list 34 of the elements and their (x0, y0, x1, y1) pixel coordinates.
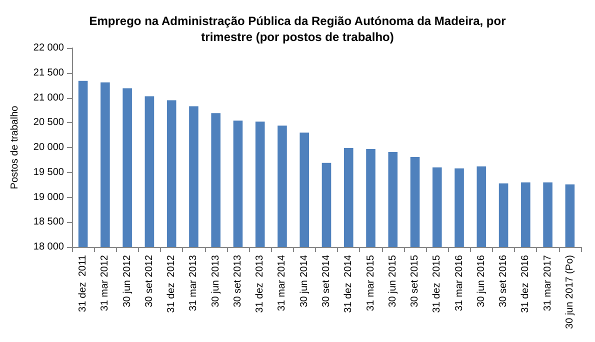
x-tick-label: 30 set 2013 (232, 254, 244, 308)
y-tick-label: 18 000 (33, 242, 64, 252)
x-tick-label: 30 jun 2017 (Po) (564, 255, 576, 329)
x-tick-label: 31 dez 2013 (254, 254, 266, 313)
x-tick-label: 31 dez 2014 (343, 254, 354, 313)
x-tick-label: 31 mar 2014 (276, 254, 288, 312)
y-axis-title: Postos de trabalho (10, 105, 20, 190)
chart-title: Emprego na Administração Pública da Região Autónoma da Madeira, por trimestre (por postos de trabalho) (89, 14, 506, 44)
x-tick-label: 30 set 2015 (410, 254, 421, 308)
x-tick-label: 30 jun 2015 (387, 254, 398, 308)
x-tick-label: 30 jun 2012 (122, 254, 133, 308)
x-tick-label: 31 dez 2011 (78, 254, 89, 312)
y-tick-label: 20 000 (33, 142, 64, 153)
x-tick-label: 30 set 2012 (144, 254, 155, 308)
x-tick-label: 30 jun 2014 (298, 254, 310, 308)
x-tick-label: 31 dez 2012 (166, 254, 178, 313)
x-tick-label: 30 set 2016 (498, 254, 510, 308)
y-tick-label: 19 500 (33, 166, 64, 178)
x-tick-label: 30 jun 2016 (476, 254, 487, 308)
x-tick-label: 31 mar 2012 (100, 254, 111, 312)
y-tick-label: 22 000 (33, 42, 64, 54)
y-tick-label: 19 000 (33, 192, 64, 203)
x-tick-label: 31 mar 2015 (365, 254, 376, 312)
x-tick-label: 31 dez 2016 (520, 254, 532, 313)
y-tick-label: 21 500 (33, 67, 64, 78)
y-tick-label: 20 500 (33, 117, 64, 128)
x-tick-label: 31 mar 2016 (454, 254, 465, 312)
y-tick-label: 21 000 (33, 92, 64, 104)
y-tick-label: 18 500 (33, 216, 64, 228)
x-tick-label: 30 set 2014 (321, 254, 332, 308)
x-tick-label: 31 mar 2017 (542, 254, 554, 312)
x-tick-label: 31 dez 2015 (432, 254, 443, 313)
x-tick-label: 30 jun 2013 (210, 254, 222, 308)
x-tick-label: 31 mar 2013 (188, 254, 200, 312)
